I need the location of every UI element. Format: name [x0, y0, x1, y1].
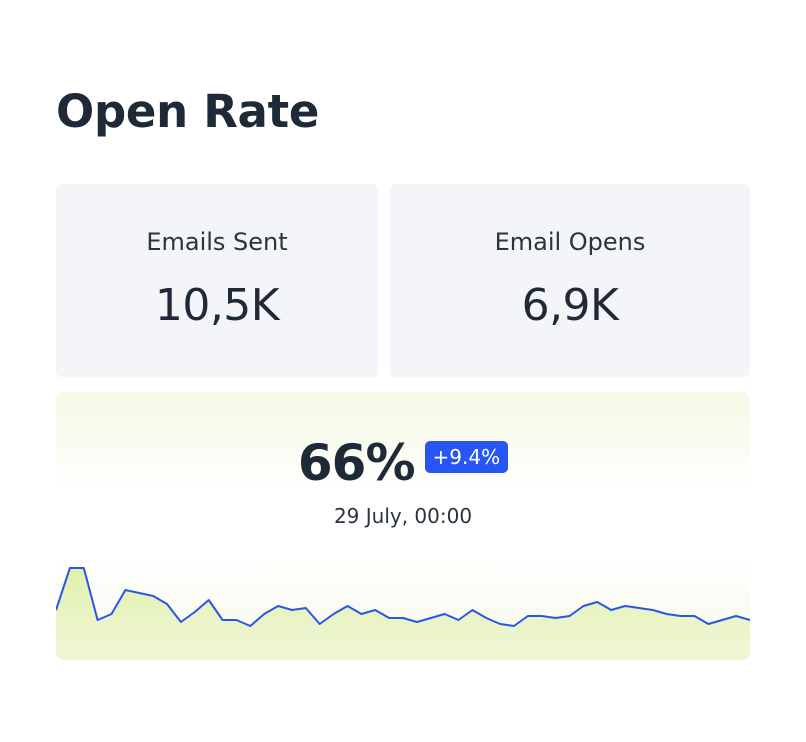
sparkline-area — [56, 568, 750, 660]
emails-sent-label: Emails Sent — [146, 228, 288, 256]
email-opens-value: 6,9K — [521, 280, 619, 331]
sparkline-line — [56, 567, 750, 627]
open-rate-change-badge: +9.4% — [424, 441, 509, 473]
open-rate-headline: 66% +9.4% — [56, 432, 750, 494]
email-opens-label: Email Opens — [494, 228, 646, 256]
emails-sent-value: 10,5K — [154, 280, 280, 331]
page-title: Open Rate — [56, 85, 320, 138]
open-rate-value: 66% — [297, 434, 416, 492]
open-rate-sparkline — [56, 567, 750, 660]
emails-sent-card: Emails Sent 10,5K — [56, 184, 378, 377]
open-rate-chart-card: 66% +9.4% 29 July, 00:00 — [56, 392, 750, 660]
open-rate-date: 29 July, 00:00 — [333, 504, 473, 528]
email-opens-card: Email Opens 6,9K — [390, 184, 750, 377]
